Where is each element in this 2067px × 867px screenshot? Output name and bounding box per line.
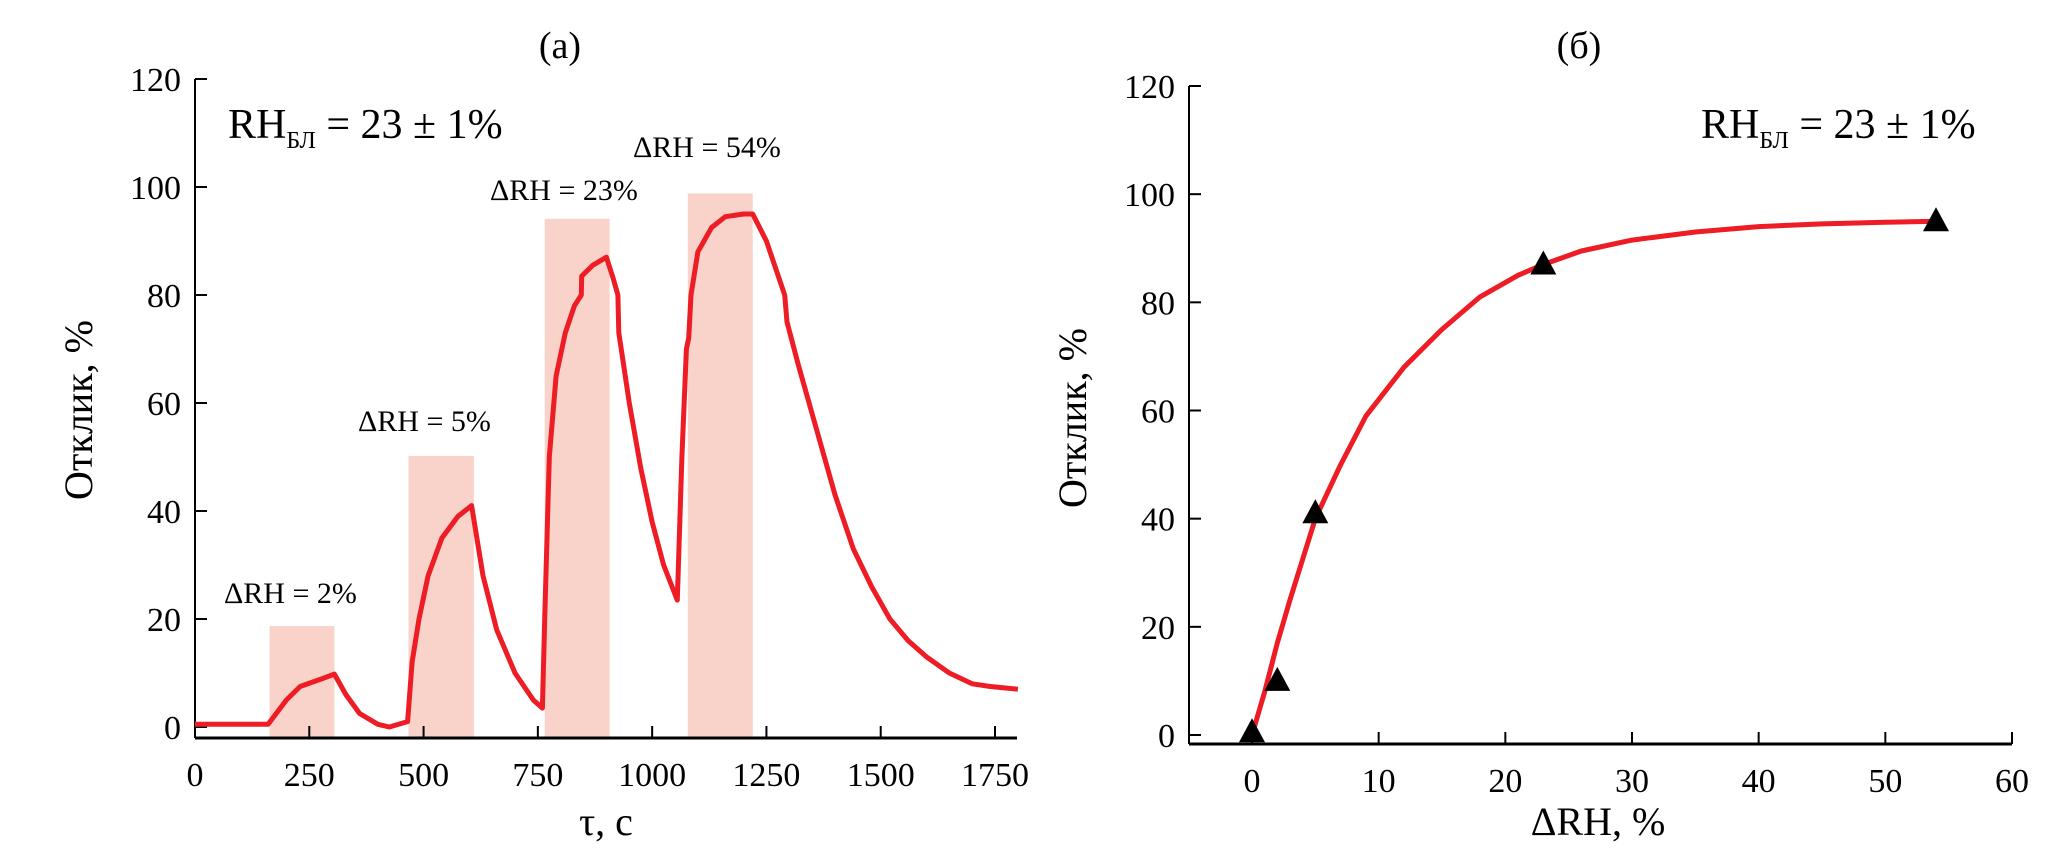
- chart-a: 0 250 500 750 1000 1250 1500 1750 0 20 40 60 80 100 12…: [56, 25, 1029, 844]
- x-tick-label: 0: [1244, 763, 1261, 800]
- x-axis-label-b: ΔRH, %: [1531, 799, 1666, 844]
- pulse-label-2: ΔRH = 2%: [224, 577, 357, 610]
- data-point-triangle: [1302, 499, 1329, 524]
- y-tick-label: 0: [1158, 718, 1175, 755]
- x-tick-label: 250: [284, 757, 335, 794]
- data-point-triangle: [1530, 250, 1557, 275]
- humidity-pulse-bar: [269, 626, 335, 738]
- x-tick-label: 30: [1615, 763, 1649, 800]
- y-tick-label: 60: [1141, 394, 1175, 431]
- humidity-pulse-bar: [544, 218, 610, 739]
- y-axis-label-a: Отклик, %: [56, 320, 101, 500]
- y-tick-label: 20: [147, 602, 181, 639]
- x-tick-label: 40: [1742, 763, 1776, 800]
- panel-label-b: (б): [1557, 25, 1602, 67]
- x-tick-label: 1000: [618, 757, 686, 794]
- y-tick-label: 120: [130, 62, 181, 99]
- y-tick-label: 100: [130, 170, 181, 207]
- baseline-label-b: RHБЛ = 23 ± 1%: [1701, 102, 1976, 154]
- y-tick-label: 100: [1124, 177, 1175, 214]
- y-tick-label: 60: [147, 386, 181, 423]
- data-point-triangle: [1923, 207, 1949, 232]
- y-tick-label: 80: [1141, 285, 1175, 322]
- x-tick-label: 20: [1488, 763, 1522, 800]
- x-tick-label: 750: [512, 757, 563, 794]
- panel-label-a: (a): [539, 25, 581, 67]
- x-tick-label: 0: [187, 757, 204, 794]
- pulse-label-54: ΔRH = 54%: [633, 131, 781, 164]
- baseline-label-a: RHБЛ = 23 ± 1%: [228, 102, 503, 154]
- y-tick-label: 20: [1141, 610, 1175, 647]
- x-tick-label: 500: [398, 757, 449, 794]
- y-axis-label-b: Отклик, %: [1050, 328, 1095, 508]
- data-point-triangle: [1239, 718, 1265, 743]
- y-tick-label: 40: [1141, 502, 1175, 539]
- data-point-triangle: [1264, 666, 1291, 691]
- x-tick-label: 1500: [847, 757, 915, 794]
- humidity-pulse-bar: [687, 193, 753, 739]
- y-tick-label: 0: [164, 710, 181, 747]
- y-tick-label: 40: [147, 494, 181, 531]
- y-tick-label: 120: [1124, 69, 1175, 106]
- x-axis-label-a: τ, с: [579, 799, 633, 844]
- humidity-pulse-bar: [408, 455, 474, 738]
- pulse-label-5: ΔRH = 5%: [358, 405, 491, 438]
- x-tick-label: 1750: [961, 757, 1029, 794]
- pulse-label-23: ΔRH = 23%: [490, 174, 638, 207]
- y-tick-label: 80: [147, 278, 181, 315]
- x-tick-label: 50: [1868, 763, 1902, 800]
- x-tick-label: 10: [1362, 763, 1396, 800]
- x-tick-label: 1250: [732, 757, 800, 794]
- response-line: [195, 211, 1019, 730]
- fit-curve: [1249, 218, 1937, 736]
- x-tick-label: 60: [1995, 763, 2029, 800]
